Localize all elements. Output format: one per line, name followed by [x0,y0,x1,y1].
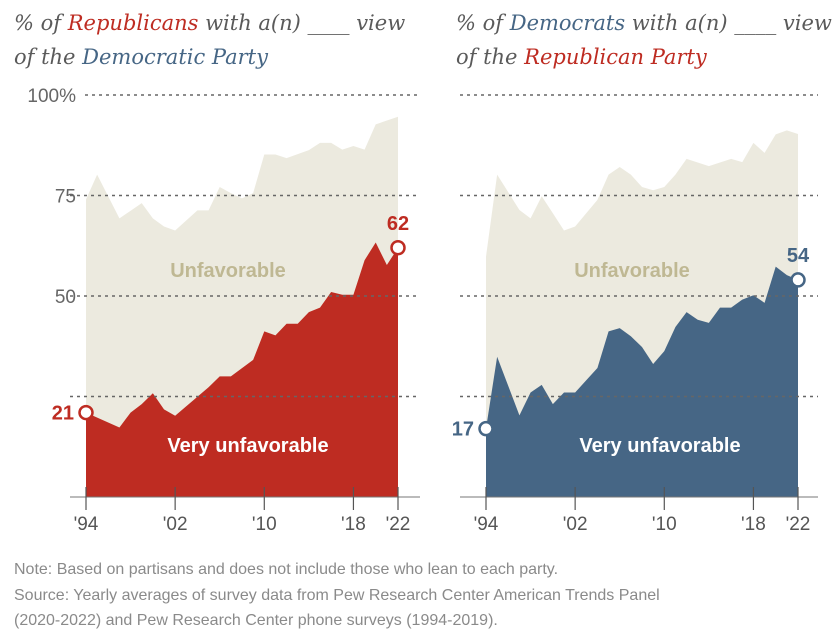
very-unfavorable-area [486,266,798,497]
end-point-marker [390,240,406,256]
x-tick-label: '22 [386,514,411,535]
source-text: Source: Yearly averages of survey data f… [14,587,660,604]
start-value-label: 21 [52,403,74,425]
x-tick-label: '22 [786,514,811,535]
x-tick-label: '02 [163,514,188,535]
x-tick-label: '18 [741,514,766,535]
end-point-marker [790,272,806,288]
x-tick-label: '02 [563,514,588,535]
very-unfavorable-label: Very unfavorable [579,435,740,457]
very-unfavorable-area [86,242,398,497]
x-tick-label: '10 [652,514,677,535]
source-text-2: (2020-2022) and Pew Research Center phon… [14,612,498,629]
y-tick-label: 75 [55,187,76,208]
y-tick-label: 50 [55,287,76,308]
start-point-marker [478,420,494,437]
x-tick-label: '94 [474,514,499,535]
x-tick-label: '18 [341,514,366,535]
very-unfavorable-label: Very unfavorable [167,435,328,457]
end-value-label: 54 [787,245,810,267]
x-tick-label: '94 [74,514,99,535]
note-text: Note: Based on partisans and does not in… [14,561,559,578]
right-chart-title: % of Democrats with a(n) ____ view of th… [456,11,832,69]
start-point-marker [78,404,94,421]
left-chart-title: % of Republicans with a(n) ____ view of … [14,11,406,69]
end-value-label: 62 [387,213,409,235]
unfavorable-label: Unfavorable [170,260,286,282]
y-tick-label: 100% [27,86,76,107]
x-tick-label: '10 [252,514,277,535]
start-value-label: 17 [452,419,474,441]
unfavorable-label: Unfavorable [574,260,690,282]
